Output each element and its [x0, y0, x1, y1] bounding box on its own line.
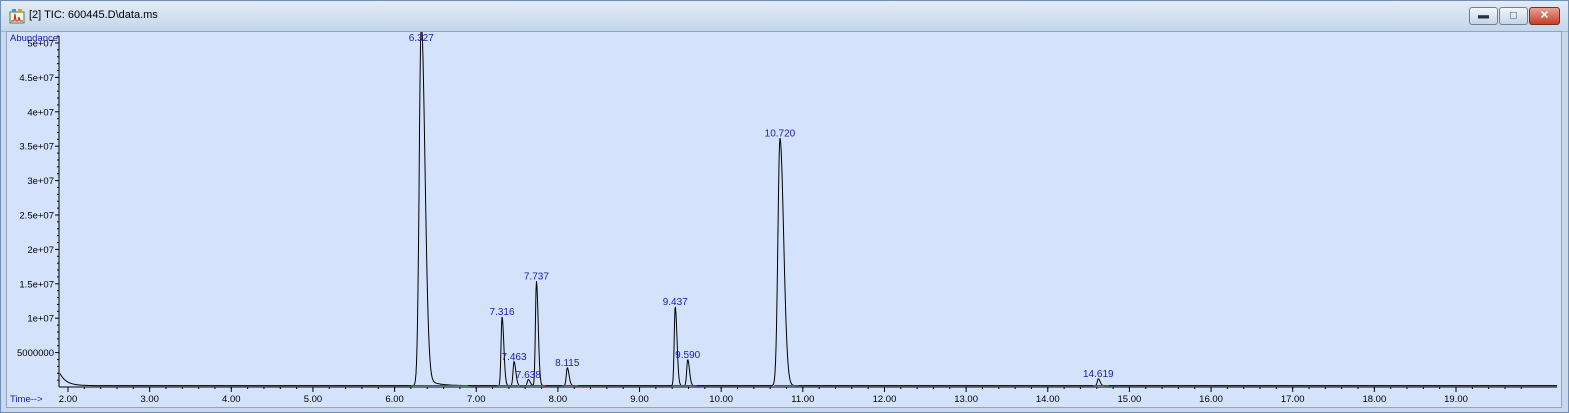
x-tick-label: 9.00: [630, 394, 649, 405]
window-title: [2] TIC: 600445.D\data.ms: [29, 9, 158, 21]
close-button[interactable]: ✕: [1529, 7, 1560, 25]
x-tick-label: 17.00: [1281, 394, 1305, 405]
y-tick-label: 5e+07: [27, 39, 54, 50]
y-tick-label: 4e+07: [27, 107, 54, 118]
peak-label: 9.437: [663, 297, 688, 308]
chromatogram-chart: Abundance Time--> 5000000 1e+07 1.5e+07 2e+07…: [10, 32, 1557, 405]
x-tick-label: 6.00: [385, 394, 404, 405]
x-tick-label: 13.00: [954, 394, 978, 405]
y-tick-label: 1e+07: [27, 314, 54, 325]
chromatogram-plot-area[interactable]: Abundance Time--> 5000000 1e+07 1.5e+07 2e+07…: [6, 31, 1562, 408]
x-tick-label: 18.00: [1362, 394, 1386, 405]
peak-label: 14.619: [1083, 369, 1114, 380]
peak-label: 7.638: [516, 370, 541, 381]
peak-label: 7.316: [490, 307, 515, 318]
peak-label: 7.463: [502, 352, 527, 363]
y-tick-label: 4.5e+07: [19, 73, 54, 84]
close-icon: ✕: [1539, 9, 1550, 22]
x-tick-label: 5.00: [304, 394, 323, 405]
x-tick-label: 11.00: [791, 394, 814, 405]
peak-label: 10.720: [765, 128, 796, 139]
minimize-button[interactable]: ▬: [1469, 7, 1498, 25]
x-tick-label: 19.00: [1444, 394, 1468, 405]
y-tick-label: 3.5e+07: [19, 142, 54, 153]
x-tick-label: 4.00: [222, 394, 241, 405]
x-tick-label: 8.00: [549, 394, 568, 405]
maximize-button[interactable]: □: [1499, 7, 1528, 25]
y-tick-label: 3e+07: [27, 176, 54, 187]
x-tick-label: 16.00: [1199, 394, 1223, 405]
maximize-icon: □: [1510, 9, 1517, 22]
y-axis-label: Abundance: [10, 33, 58, 44]
x-tick-label: 14.00: [1036, 394, 1060, 405]
x-tick-label: 15.00: [1118, 394, 1142, 405]
chromatogram-app-icon: [9, 9, 25, 24]
peak-label: 8.115: [555, 358, 580, 369]
y-tick-label: 2e+07: [27, 245, 54, 256]
x-axis-label: Time-->: [10, 394, 43, 405]
tic-trace: [59, 32, 1557, 387]
y-tick-label: 5000000: [17, 348, 54, 359]
x-tick-label: 2.00: [59, 394, 78, 405]
x-tick-label: 10.00: [709, 394, 733, 405]
minimize-icon: ▬: [1478, 9, 1489, 22]
y-tick-label: 2.5e+07: [19, 211, 54, 222]
peak-label: 7.737: [524, 271, 549, 282]
y-tick-label: 1.5e+07: [19, 279, 54, 290]
peak-label: 9.590: [675, 350, 700, 361]
x-tick-label: 12.00: [873, 394, 897, 405]
peak-label: 6.327: [409, 33, 434, 44]
x-tick-label: 7.00: [467, 394, 486, 405]
x-tick-label: 3.00: [140, 394, 159, 405]
title-bar[interactable]: [2] TIC: 600445.D\data.ms ▬ □ ✕: [1, 1, 1568, 32]
